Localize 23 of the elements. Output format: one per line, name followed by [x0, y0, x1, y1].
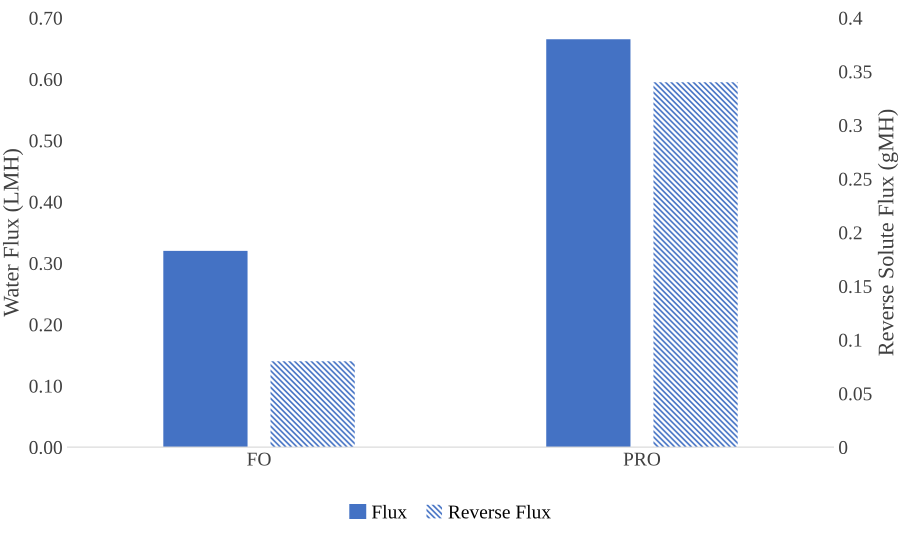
- y2-tick-label: 0.35: [839, 65, 872, 79]
- y-tick-label: 0.50: [29, 134, 62, 148]
- y2-tick-label: 0: [839, 440, 848, 454]
- y2-tick-label: 0.3: [839, 118, 862, 132]
- y-tick-label: 0.60: [29, 72, 62, 86]
- y-tick-label: 0.70: [29, 12, 62, 25]
- x-tick-label: FO: [247, 452, 271, 466]
- y-tick-label: 0.20: [29, 318, 62, 332]
- y-tick-label: 0.10: [29, 380, 62, 393]
- y2-tick-label: 0.05: [839, 387, 872, 400]
- y2-tick-label: 0.25: [839, 172, 872, 186]
- y-tick-label: 0.00: [29, 440, 62, 454]
- legend-label: Reverse Flux: [448, 504, 551, 519]
- y-tick-label: 0.40: [29, 196, 62, 209]
- y2-tick-label: 0.4: [839, 12, 862, 25]
- y2-tick-label: 0.1: [839, 334, 862, 347]
- y-axis-title: Water Flux (LMH): [2, 149, 24, 317]
- legend-label: Flux: [372, 504, 407, 519]
- y-tick-label: 0.30: [29, 256, 62, 270]
- y2-axis-title: Reverse Solute Flux (gMH): [878, 110, 898, 356]
- y2-tick-label: 0.2: [839, 226, 862, 240]
- x-tick-label: PRO: [624, 452, 660, 466]
- y2-tick-label: 0.15: [839, 280, 872, 294]
